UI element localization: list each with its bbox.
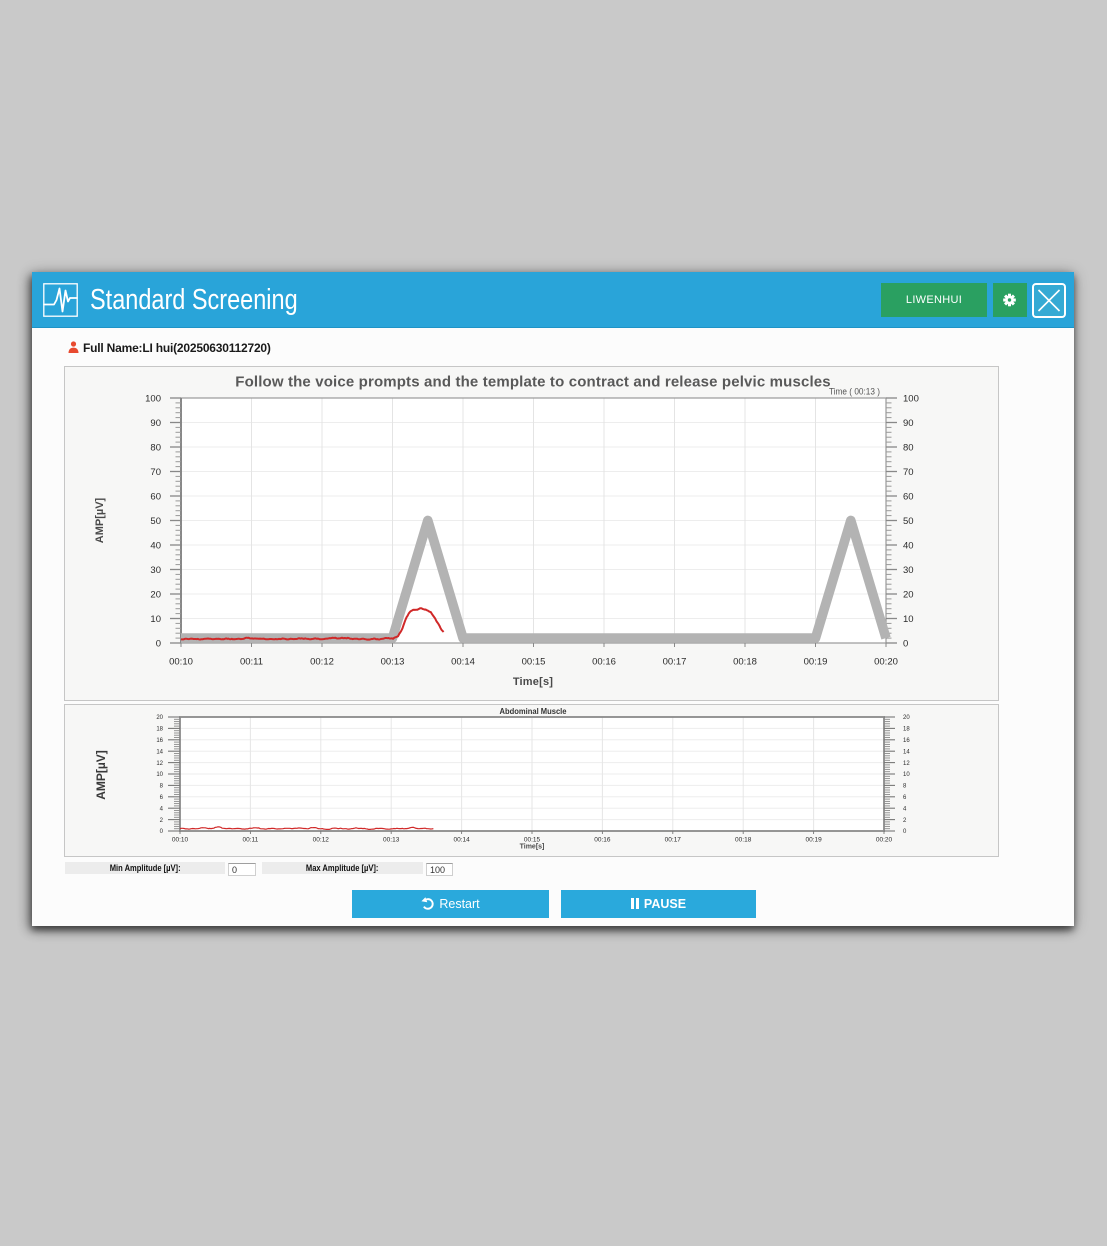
svg-text:00:15: 00:15: [524, 837, 541, 844]
svg-text:Time[s]: Time[s]: [520, 844, 545, 851]
svg-text:40: 40: [150, 540, 161, 551]
svg-text:4: 4: [160, 806, 164, 812]
svg-text:20: 20: [150, 589, 161, 600]
svg-text:14: 14: [156, 749, 163, 755]
svg-text:00:17: 00:17: [663, 657, 687, 668]
svg-text:30: 30: [150, 565, 161, 576]
svg-text:12: 12: [156, 761, 163, 767]
svg-text:30: 30: [903, 565, 914, 576]
svg-text:00:18: 00:18: [735, 837, 752, 844]
svg-text:2: 2: [160, 818, 164, 824]
svg-text:10: 10: [156, 772, 163, 778]
svg-text:00:10: 00:10: [172, 837, 189, 844]
svg-text:16: 16: [903, 738, 910, 744]
svg-text:Time[s]: Time[s]: [513, 676, 553, 688]
svg-text:80: 80: [903, 442, 914, 453]
svg-text:18: 18: [903, 727, 910, 733]
svg-text:60: 60: [150, 491, 161, 502]
svg-text:00:13: 00:13: [383, 837, 400, 844]
svg-text:90: 90: [150, 418, 161, 429]
svg-text:50: 50: [150, 516, 161, 527]
svg-text:8: 8: [903, 784, 907, 790]
svg-text:00:18: 00:18: [733, 657, 757, 668]
svg-text:70: 70: [150, 467, 161, 478]
svg-text:14: 14: [903, 749, 910, 755]
svg-text:16: 16: [156, 738, 163, 744]
svg-text:2: 2: [903, 818, 907, 824]
svg-text:100: 100: [903, 393, 919, 404]
svg-text:50: 50: [903, 516, 914, 527]
svg-text:00:14: 00:14: [451, 657, 475, 668]
svg-text:10: 10: [150, 614, 161, 625]
svg-text:00:17: 00:17: [665, 837, 682, 844]
svg-text:00:20: 00:20: [874, 657, 898, 668]
svg-text:20: 20: [903, 715, 910, 721]
svg-text:AMP[µV]: AMP[µV]: [94, 750, 108, 800]
svg-text:10: 10: [903, 614, 914, 625]
svg-text:80: 80: [150, 442, 161, 453]
svg-text:70: 70: [903, 467, 914, 478]
svg-text:00:16: 00:16: [594, 837, 611, 844]
svg-text:20: 20: [903, 589, 914, 600]
svg-text:Time ( 00:13 ): Time ( 00:13 ): [829, 387, 880, 397]
svg-text:Abdominal Muscle: Abdominal Muscle: [500, 707, 568, 716]
svg-text:Follow the voice prompts and t: Follow the voice prompts and the templat…: [235, 374, 831, 391]
svg-text:0: 0: [903, 829, 907, 835]
svg-text:18: 18: [156, 727, 163, 733]
svg-text:0: 0: [160, 829, 164, 835]
svg-text:8: 8: [160, 784, 164, 790]
svg-text:00:10: 00:10: [169, 657, 193, 668]
svg-text:00:19: 00:19: [804, 657, 828, 668]
svg-text:6: 6: [160, 795, 164, 801]
svg-text:10: 10: [903, 772, 910, 778]
svg-text:4: 4: [903, 806, 907, 812]
svg-text:00:11: 00:11: [240, 657, 263, 668]
svg-text:20: 20: [156, 715, 163, 721]
svg-text:40: 40: [903, 540, 914, 551]
svg-text:6: 6: [903, 795, 907, 801]
svg-text:60: 60: [903, 491, 914, 502]
svg-text:90: 90: [903, 418, 914, 429]
svg-text:00:16: 00:16: [592, 657, 616, 668]
svg-text:12: 12: [903, 761, 910, 767]
svg-text:0: 0: [903, 638, 908, 649]
svg-text:00:11: 00:11: [243, 837, 259, 844]
svg-text:00:20: 00:20: [876, 837, 893, 844]
svg-text:00:14: 00:14: [453, 837, 470, 844]
svg-text:00:12: 00:12: [310, 657, 334, 668]
svg-text:00:13: 00:13: [381, 657, 405, 668]
svg-text:AMP[µV]: AMP[µV]: [94, 497, 106, 543]
svg-text:0: 0: [156, 638, 161, 649]
svg-text:00:15: 00:15: [522, 657, 546, 668]
svg-text:100: 100: [145, 393, 161, 404]
svg-text:00:19: 00:19: [805, 837, 822, 844]
svg-text:00:12: 00:12: [313, 837, 330, 844]
